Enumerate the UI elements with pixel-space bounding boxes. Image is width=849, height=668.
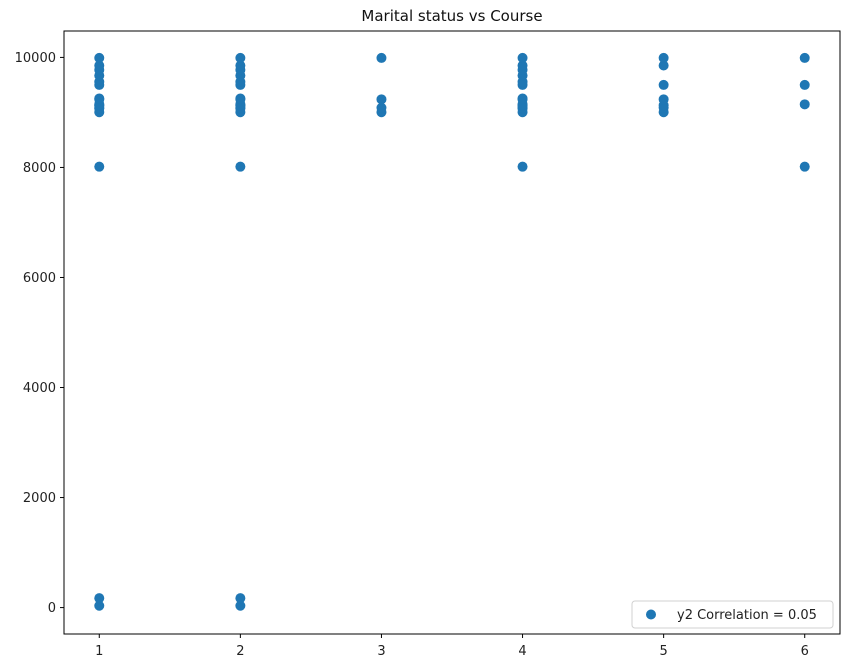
x-tick-label: 1	[95, 644, 103, 659]
x-tick-label: 5	[659, 644, 667, 659]
x-tick-label: 3	[377, 644, 385, 659]
legend-label: y2 Correlation = 0.05	[677, 608, 817, 623]
data-point	[94, 93, 105, 104]
data-point	[94, 52, 105, 63]
ticks-layer: 1 2 3 4 5 6 0 2000 4000 6000 8000 10000	[15, 51, 809, 659]
data-point	[235, 600, 246, 611]
data-point	[799, 99, 810, 110]
data-point	[94, 60, 105, 71]
data-point	[517, 60, 528, 71]
x-tick-label: 6	[801, 644, 809, 659]
y-tick-label: 4000	[23, 381, 56, 396]
y-tick-label: 2000	[23, 491, 56, 506]
legend-box	[631, 600, 834, 629]
data-point	[658, 94, 669, 105]
x-tick-label: 2	[236, 644, 244, 659]
legend: y2 Correlation = 0.05	[631, 600, 834, 629]
plot-area-frame	[63, 30, 841, 635]
data-point	[517, 161, 528, 172]
data-point	[517, 52, 528, 63]
legend-marker	[646, 609, 656, 620]
data-point	[517, 93, 528, 104]
points-layer	[94, 52, 810, 611]
y-tick-label: 0	[48, 601, 56, 616]
data-point	[376, 102, 387, 113]
y-tick-label: 8000	[23, 161, 56, 176]
data-point	[235, 52, 246, 63]
data-point	[658, 79, 669, 90]
data-point	[94, 161, 105, 172]
x-tick-label: 4	[518, 644, 526, 659]
data-point	[799, 79, 810, 90]
y-tick-label: 10000	[15, 51, 56, 66]
data-point	[235, 593, 246, 604]
data-point	[235, 93, 246, 104]
data-point	[235, 161, 246, 172]
data-point	[235, 60, 246, 71]
data-point	[94, 600, 105, 611]
data-point	[376, 94, 387, 105]
data-point	[94, 593, 105, 604]
data-point	[658, 60, 669, 71]
data-point	[376, 52, 387, 63]
data-point	[799, 161, 810, 172]
y-tick-label: 6000	[23, 271, 56, 286]
chart-title: Marital status vs Course	[361, 7, 542, 25]
data-point	[658, 52, 669, 63]
data-point	[799, 52, 810, 63]
